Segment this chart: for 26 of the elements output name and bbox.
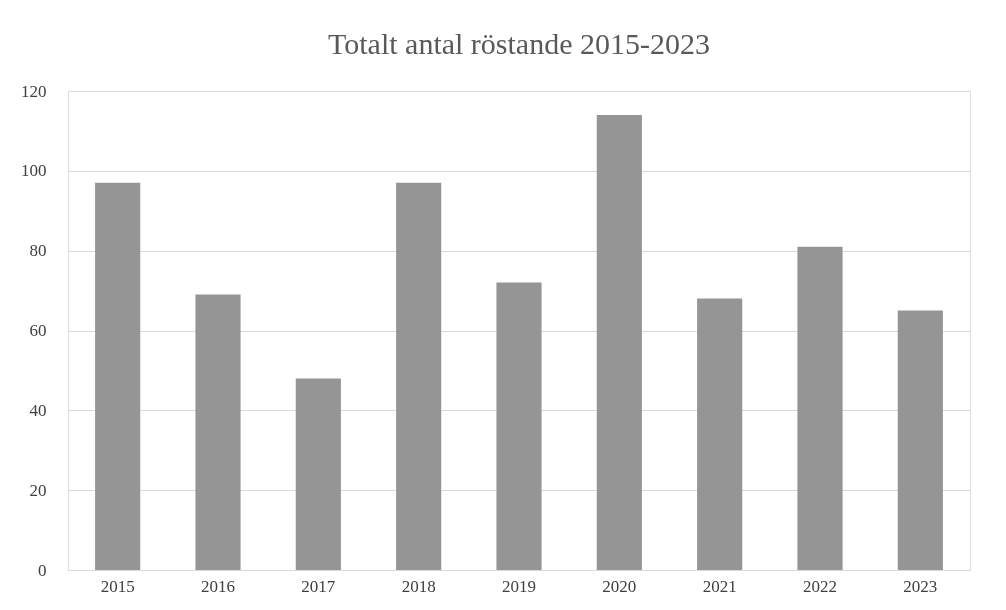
x-tick-label: 2020 [602, 576, 637, 596]
x-tick-label: 2018 [401, 576, 436, 596]
y-tick-label: 80 [29, 241, 47, 261]
bar [295, 378, 341, 570]
bar [596, 114, 642, 570]
x-tick-label: 2021 [702, 576, 737, 596]
x-tick-label: 2023 [903, 576, 938, 596]
bar [496, 282, 542, 570]
bar [95, 182, 141, 570]
x-tick-label: 2017 [301, 576, 336, 596]
x-tick-label: 2015 [100, 576, 135, 596]
y-tick-label: 100 [21, 161, 47, 181]
chart-title: Totalt antal röstande 2015-2023 [328, 27, 710, 60]
bar [697, 298, 743, 570]
y-tick-label: 20 [29, 480, 47, 500]
y-tick-label: 40 [29, 400, 47, 420]
bar [797, 246, 843, 570]
x-tick-label: 2022 [803, 576, 837, 596]
bar [897, 310, 943, 570]
y-tick-label: 0 [38, 560, 47, 580]
y-tick-label: 60 [29, 321, 47, 340]
bar [195, 294, 241, 570]
x-tick-label: 2016 [201, 576, 235, 596]
bar [396, 182, 442, 570]
y-tick-label: 120 [21, 81, 47, 101]
x-tick-label: 2019 [502, 576, 536, 596]
